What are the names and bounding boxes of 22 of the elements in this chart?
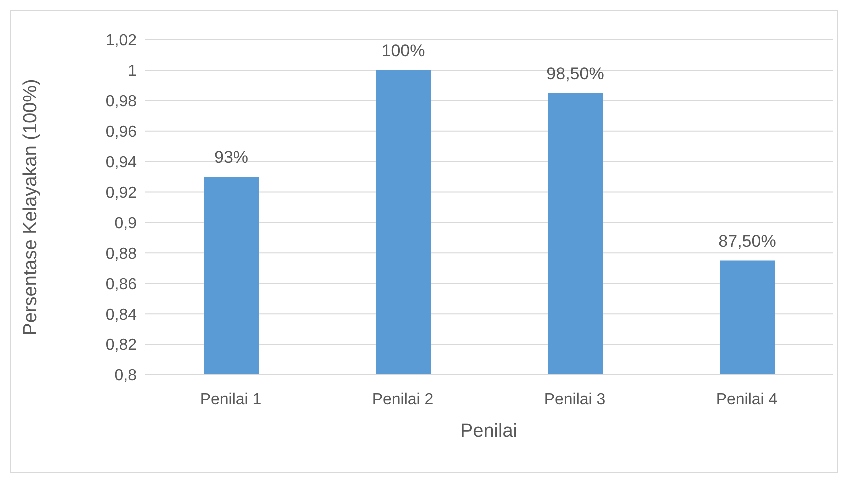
data-label: 100%: [382, 41, 426, 60]
y-tick-label: 0,8: [114, 368, 138, 385]
x-tick-label: Penilai 2: [372, 391, 434, 408]
y-tick-label: 0,84: [106, 306, 138, 324]
x-tick-label: Penilai 3: [544, 391, 606, 408]
y-tick-label: 0,94: [106, 154, 138, 172]
y-tick-label: 0,9: [114, 215, 138, 232]
x-tick-label: Penilai 1: [200, 391, 262, 408]
y-tick-label: 0,82: [106, 337, 138, 354]
data-label: 87,50%: [718, 232, 776, 251]
x-tick-label: Penilai 4: [716, 391, 778, 408]
y-tick-label: 0,96: [106, 124, 138, 142]
data-label: 93%: [214, 148, 249, 168]
y-axis-title: Persentase Kelayakan (100%): [20, 79, 42, 336]
y-tick-label: 1: [128, 63, 138, 80]
x-axis-title: Penilai: [460, 421, 518, 442]
y-tick-label: 0,98: [106, 94, 138, 111]
y-tick-label: 0,86: [106, 276, 138, 294]
y-tick-label: 0,88: [106, 246, 138, 263]
y-tick-label: 1,02: [106, 32, 138, 50]
data-label: 98,50%: [546, 64, 604, 84]
y-tick-label: 0,92: [106, 184, 138, 202]
